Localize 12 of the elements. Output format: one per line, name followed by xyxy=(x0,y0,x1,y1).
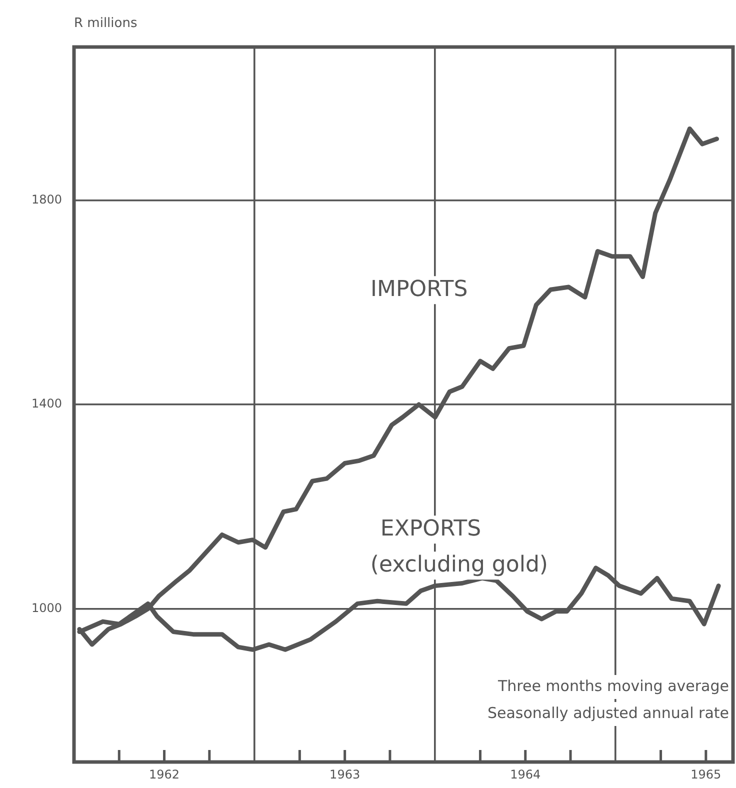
series-label: EXPORTS (excluding gold) xyxy=(370,516,548,578)
text: IMPORTS xyxy=(370,276,468,302)
annotation: Three months moving average xyxy=(496,676,729,695)
y-tick-label: 1000 xyxy=(31,600,62,615)
x-tick-label: 1964 xyxy=(510,767,541,782)
annotation: Seasonally adjusted annual rate xyxy=(487,704,729,722)
y-tick-label: 1400 xyxy=(31,396,62,411)
x-tick-label: 1963 xyxy=(330,767,360,782)
x-tick-label: 1965 xyxy=(690,767,722,782)
y-axis-title: R millions xyxy=(74,16,138,31)
y-tick-label: 1800 xyxy=(31,192,62,206)
x-tick-label: 1962 xyxy=(149,767,180,782)
